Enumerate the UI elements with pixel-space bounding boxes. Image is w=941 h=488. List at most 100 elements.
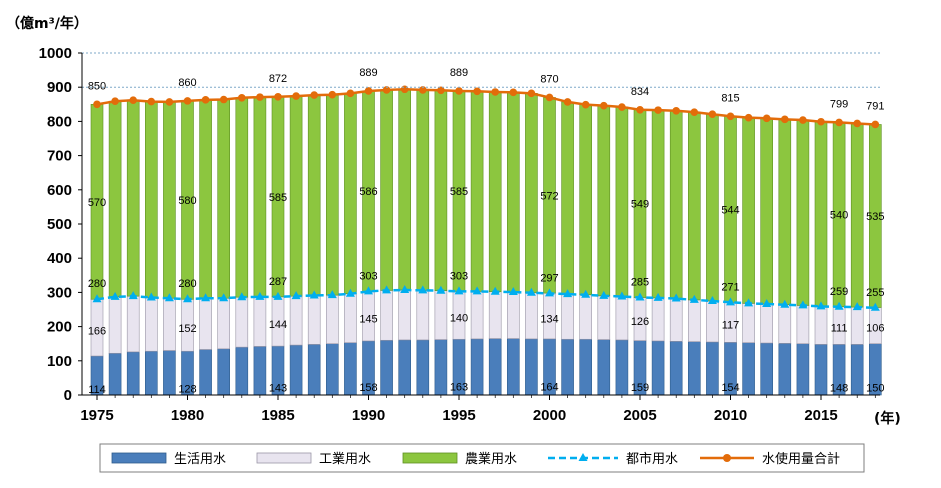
bar-agriculture bbox=[380, 89, 393, 291]
urban-water-marker bbox=[255, 291, 265, 300]
bar-life bbox=[307, 344, 321, 396]
legend-item-urban-label: 都市用水 bbox=[626, 451, 678, 467]
data-label-life: 163 bbox=[450, 382, 468, 394]
urban-water-marker bbox=[92, 294, 102, 303]
total-water-marker bbox=[219, 95, 228, 104]
urban-water-marker bbox=[834, 301, 844, 310]
bar-life bbox=[108, 352, 122, 396]
y-tick-label: 0 bbox=[64, 387, 72, 404]
bar-agriculture bbox=[307, 94, 321, 296]
urban-water-marker bbox=[780, 299, 790, 308]
y-unit-label: （億m³/年） bbox=[6, 15, 88, 32]
bar-industry bbox=[434, 290, 448, 340]
urban-water-marker bbox=[545, 288, 554, 297]
data-label-urban: 280 bbox=[178, 278, 196, 290]
urban-water-marker bbox=[454, 286, 464, 295]
bar-life bbox=[380, 339, 393, 396]
bar-agriculture bbox=[706, 113, 719, 302]
bar-life bbox=[434, 339, 448, 396]
bar-industry bbox=[669, 298, 683, 342]
data-label-urban: 259 bbox=[830, 286, 848, 298]
urban-water-marker bbox=[816, 301, 826, 310]
urban-water-marker bbox=[164, 293, 174, 302]
data-label-life: 148 bbox=[830, 382, 848, 394]
urban-water-marker bbox=[219, 293, 229, 302]
urban-water-marker bbox=[852, 302, 862, 311]
data-label-total: 889 bbox=[359, 67, 377, 79]
data-label-total: 870 bbox=[540, 73, 558, 85]
bar-life bbox=[289, 344, 303, 396]
total-water-marker bbox=[817, 117, 825, 126]
urban-water-marker bbox=[309, 290, 319, 299]
bar-industry bbox=[163, 297, 176, 351]
urban-water-marker bbox=[436, 285, 446, 294]
bar-life bbox=[506, 338, 520, 396]
urban-water-marker bbox=[490, 286, 500, 295]
urban-water-marker bbox=[707, 295, 717, 304]
urban-water-marker bbox=[617, 291, 627, 300]
bar-life bbox=[814, 344, 828, 396]
data-label-life: 128 bbox=[178, 383, 196, 395]
total-water-line bbox=[96, 88, 876, 126]
urban-water-marker bbox=[183, 294, 192, 303]
data-label-agriculture: 585 bbox=[269, 192, 287, 204]
bar-industry bbox=[850, 306, 864, 345]
lines-layer bbox=[92, 85, 880, 311]
bar-agriculture bbox=[850, 123, 864, 308]
data-label-total: 791 bbox=[866, 100, 884, 112]
bar-industry bbox=[470, 291, 484, 340]
total-water-marker bbox=[672, 106, 680, 115]
bar-agriculture bbox=[416, 89, 430, 291]
data-label-total: 850 bbox=[88, 80, 106, 92]
bar-industry bbox=[687, 299, 701, 342]
bar-life bbox=[235, 346, 249, 396]
data-label-industry: 144 bbox=[269, 319, 287, 331]
data-label-urban: 297 bbox=[540, 272, 558, 284]
total-water-marker bbox=[690, 108, 699, 116]
legend-item-agriculture-swatch bbox=[402, 452, 458, 464]
bar-agriculture bbox=[579, 104, 593, 296]
data-label-urban: 287 bbox=[269, 276, 287, 288]
total-water-marker bbox=[708, 110, 717, 119]
urban-water-marker bbox=[508, 287, 518, 296]
urban-water-marker bbox=[110, 291, 120, 300]
y-tick-label: 700 bbox=[47, 148, 72, 165]
data-label-total: 860 bbox=[178, 77, 196, 89]
total-water-marker bbox=[744, 113, 753, 122]
bar-industry bbox=[416, 290, 430, 341]
data-label-agriculture: 540 bbox=[830, 210, 848, 222]
bar-industry bbox=[760, 303, 774, 344]
bar-industry bbox=[344, 293, 357, 343]
urban-water-marker bbox=[472, 286, 482, 295]
total-water-marker bbox=[201, 96, 210, 104]
urban-water-marker bbox=[364, 286, 373, 295]
bar-life bbox=[706, 341, 719, 396]
bar-life bbox=[126, 351, 140, 396]
urban-water-marker bbox=[146, 292, 156, 301]
bar-agriculture bbox=[525, 93, 538, 294]
data-label-agriculture: 544 bbox=[721, 204, 739, 216]
bar-life bbox=[687, 341, 701, 396]
bar-industry bbox=[796, 305, 810, 344]
data-label-agriculture: 585 bbox=[450, 186, 468, 198]
x-tick-label: 1995 bbox=[442, 407, 475, 424]
bar-life bbox=[669, 341, 683, 396]
data-label-total: 872 bbox=[269, 73, 287, 85]
bar-life bbox=[488, 338, 502, 396]
total-water-marker bbox=[527, 89, 536, 98]
bar-industry bbox=[307, 295, 321, 345]
urban-water-marker bbox=[744, 298, 754, 307]
bar-life bbox=[615, 339, 629, 396]
total-water-marker bbox=[545, 93, 554, 102]
data-label-life: 154 bbox=[721, 382, 739, 394]
total-water-marker bbox=[853, 119, 861, 128]
x-tick-label: 1990 bbox=[352, 407, 385, 424]
data-label-agriculture: 570 bbox=[88, 197, 106, 209]
data-label-life: 143 bbox=[269, 383, 287, 395]
data-label-industry: 111 bbox=[831, 322, 848, 334]
total-water-marker bbox=[600, 101, 608, 110]
bar-agriculture bbox=[651, 109, 665, 299]
total-water-marker bbox=[328, 90, 337, 99]
bar-life bbox=[398, 339, 412, 396]
urban-water-marker bbox=[563, 289, 573, 298]
